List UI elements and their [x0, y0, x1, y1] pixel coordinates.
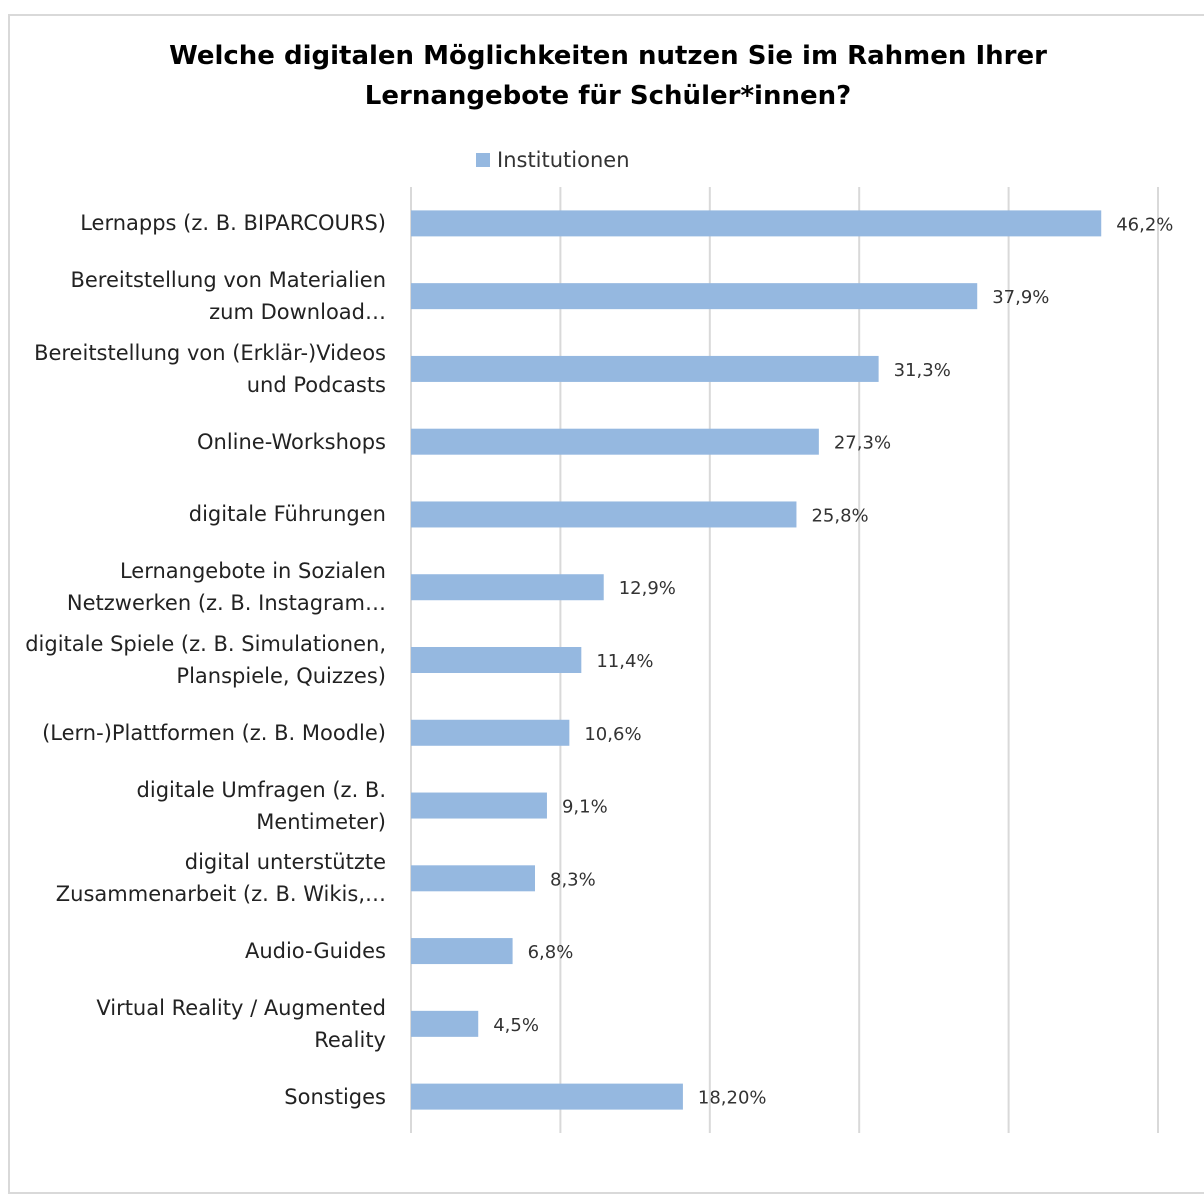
bar — [411, 792, 547, 819]
y-tick-label: Audio-Guides — [244, 939, 386, 964]
bar — [411, 1010, 479, 1037]
data-label: 10,6% — [584, 724, 641, 745]
data-label: 27,3% — [834, 433, 891, 454]
bar — [411, 865, 536, 892]
y-tick-label: digitale Führungen — [188, 502, 386, 527]
bar — [411, 428, 819, 455]
y-tick-label: Lernangebote in Sozialen Netzwerken (z. … — [66, 559, 386, 616]
data-label: 25,8% — [811, 505, 868, 526]
data-label: 12,9% — [619, 578, 676, 599]
y-tick-label: Sonstiges — [284, 1084, 386, 1109]
data-label: 18,20% — [698, 1088, 767, 1109]
bar — [411, 501, 797, 528]
y-tick-label: Bereitstellung von (Erklär-)Videos und P… — [34, 340, 386, 397]
y-tick-label: digitale Spiele (z. B. Simulationen, Pla… — [25, 632, 386, 688]
data-label: 37,9% — [992, 287, 1049, 308]
y-tick-label: Bereitstellung von Materialien zum Downl… — [70, 268, 386, 325]
data-label: 31,3% — [894, 360, 951, 381]
y-tick-label: digital unterstützte Zusammenarbeit (z. … — [55, 850, 386, 907]
chart-title: Welche digitalen Möglichkeiten nutzen Si… — [169, 41, 1047, 111]
bar — [411, 574, 604, 601]
legend-swatch — [476, 153, 490, 167]
bar — [411, 938, 513, 965]
bar — [411, 1083, 683, 1110]
bar — [411, 647, 582, 673]
y-tick-label: Virtual Reality / Augmented Reality — [96, 995, 386, 1052]
data-label: 8,3% — [550, 869, 596, 890]
y-tick-label: Lernapps (z. B. BIPARCOURS) — [80, 211, 386, 236]
data-label: 46,2% — [1116, 214, 1173, 235]
bar — [411, 355, 879, 382]
bar — [411, 719, 570, 746]
data-label: 4,5% — [493, 1015, 539, 1036]
data-label: 6,8% — [528, 942, 574, 963]
legend-label: Institutionen — [497, 148, 630, 172]
bar — [411, 283, 978, 310]
bar — [411, 210, 1102, 237]
y-tick-label: (Lern-)Plattformen (z. B. Moodle) — [42, 720, 386, 745]
y-tick-label: digitale Umfragen (z. B. Mentimeter) — [136, 777, 386, 834]
data-label: 11,4% — [596, 651, 653, 672]
y-tick-label: Online-Workshops — [196, 429, 386, 454]
data-label: 9,1% — [562, 797, 608, 818]
